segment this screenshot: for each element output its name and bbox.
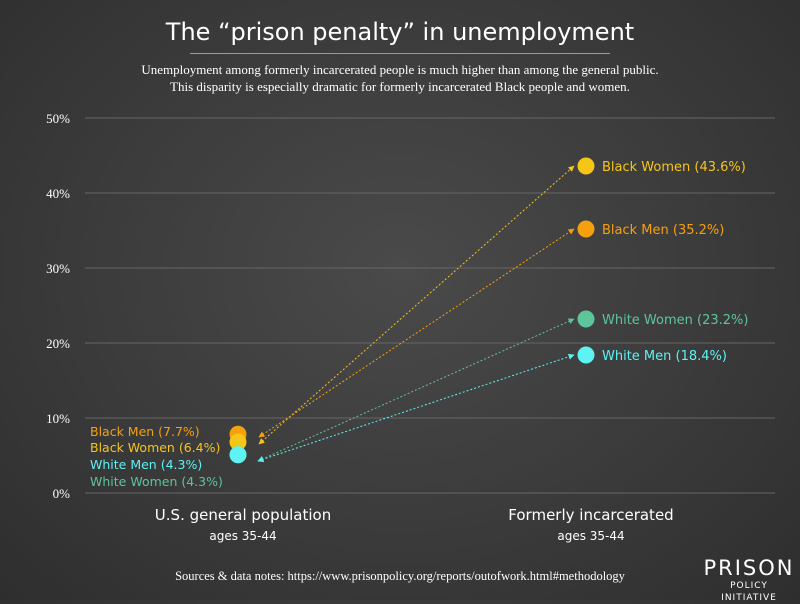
y-tick-label: 50% <box>46 111 70 126</box>
point-white-men-general <box>229 446 247 464</box>
chart-subtitle-line-2: This disparity is especially dramatic fo… <box>170 79 630 94</box>
data-label-black-men-incarcerated: Black Men (35.2%) <box>602 223 724 238</box>
data-label-black-men-general: Black Men (7.7%) <box>90 424 200 439</box>
x-category-label: Formerly incarcerated <box>508 506 673 524</box>
data-label-white-men-general: White Men (4.3%) <box>90 457 202 472</box>
source-note: Sources & data notes: https://www.prison… <box>175 569 625 583</box>
data-label-black-women-incarcerated: Black Women (43.6%) <box>602 160 746 175</box>
connector-white-men <box>257 353 575 463</box>
connector-white-women <box>257 318 575 462</box>
point-black-men-incarcerated <box>577 220 595 238</box>
y-tick-label: 20% <box>46 336 70 351</box>
point-white-women-incarcerated <box>577 310 595 328</box>
y-tick-label: 30% <box>46 261 70 276</box>
logo-sub-text: POLICY INITIATIVE <box>721 581 777 603</box>
connector-black-men <box>258 228 575 438</box>
logo-main-text: PRISON <box>703 556 795 580</box>
chart-subtitle-line-1: Unemployment among formerly incarcerated… <box>141 62 659 77</box>
data-label-white-women-general: White Women (4.3%) <box>90 474 223 489</box>
x-category-label: U.S. general population <box>155 506 331 524</box>
data-label-white-women-incarcerated: White Women (23.2%) <box>602 313 748 328</box>
prison-policy-initiative-logo: PRISON POLICY INITIATIVE <box>703 556 795 604</box>
chart-title: The “prison penalty” in unemployment <box>165 18 635 46</box>
y-tick-label: 40% <box>46 186 70 201</box>
x-category-sublabel: ages 35-44 <box>209 529 276 543</box>
point-black-women-incarcerated <box>577 157 595 175</box>
data-label-black-women-general: Black Women (6.4%) <box>90 440 220 455</box>
connector-black-women <box>258 165 575 445</box>
y-tick-label: 10% <box>46 411 70 426</box>
title-underline <box>190 53 610 54</box>
y-tick-label: 0% <box>53 486 71 501</box>
data-label-white-men-incarcerated: White Men (18.4%) <box>602 349 727 364</box>
point-white-men-incarcerated <box>577 346 595 364</box>
point-black-women-general <box>229 433 247 451</box>
x-category-sublabel: ages 35-44 <box>557 529 624 543</box>
